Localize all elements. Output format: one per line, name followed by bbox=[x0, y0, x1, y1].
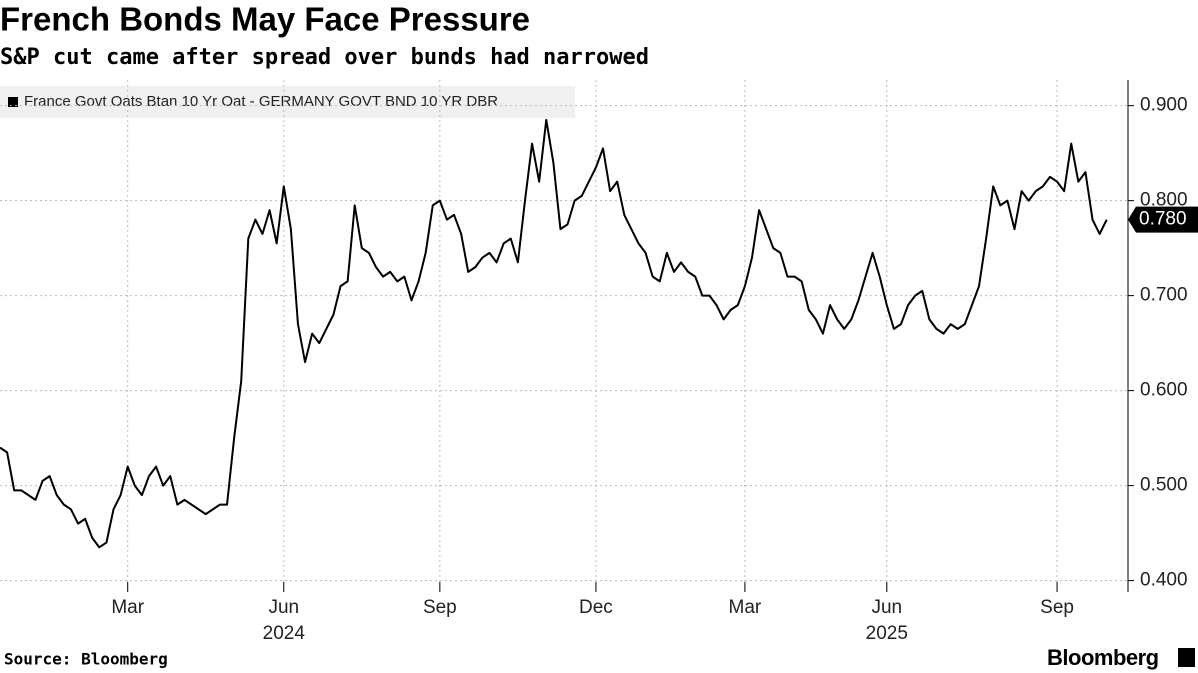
year-label: 2024 bbox=[263, 623, 306, 644]
legend-swatch bbox=[8, 97, 18, 107]
year-label: 2025 bbox=[866, 623, 908, 644]
y-tick-label: 0.700 bbox=[1140, 285, 1188, 306]
series-line bbox=[0, 118, 1108, 549]
y-tick-label: 0.400 bbox=[1140, 570, 1188, 591]
brand: Bloomberg bbox=[1047, 645, 1159, 670]
legend-label: France Govt Oats Btan 10 Yr Oat - GERMAN… bbox=[24, 93, 498, 110]
y-tick-label: 0.600 bbox=[1140, 380, 1188, 401]
source: Source: Bloomberg bbox=[4, 650, 168, 669]
x-tick-label: Dec bbox=[579, 597, 613, 618]
y-tick-label: 0.800 bbox=[1140, 190, 1188, 211]
x-tick-label: Mar bbox=[729, 597, 762, 618]
chart-title: French Bonds May Face Pressure bbox=[0, 1, 530, 38]
chart-subtitle: S&P cut came after spread over bunds had… bbox=[0, 45, 649, 70]
y-tick-label: 0.900 bbox=[1140, 95, 1188, 116]
x-tick-label: Sep bbox=[423, 597, 457, 618]
x-tick-label: Jun bbox=[871, 597, 902, 618]
end-label: 0.780 bbox=[1139, 209, 1187, 230]
y-tick-label: 0.500 bbox=[1140, 475, 1188, 496]
brand-icon bbox=[1178, 648, 1195, 667]
legend-box bbox=[0, 86, 575, 118]
end-label-tag bbox=[1128, 206, 1198, 233]
x-tick-label: Jun bbox=[268, 597, 299, 618]
x-tick-label: Sep bbox=[1040, 597, 1074, 618]
x-tick-label: Mar bbox=[111, 597, 144, 618]
